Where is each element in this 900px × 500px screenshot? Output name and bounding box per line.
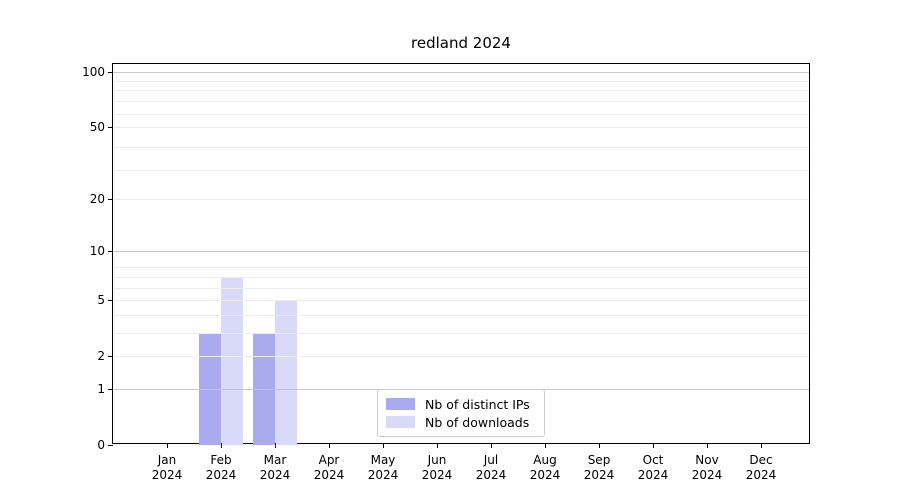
x-tick-mark — [167, 443, 169, 448]
minor-gridline — [113, 101, 809, 103]
minor-gridline — [113, 126, 809, 128]
x-tick-mark — [599, 443, 601, 448]
minor-gridline — [113, 113, 809, 115]
minor-gridline — [113, 356, 809, 358]
minor-gridline — [113, 90, 809, 92]
x-tick-mark — [491, 443, 493, 448]
x-tick-label-jun: Jun 2024 — [421, 453, 453, 482]
minor-gridline — [113, 300, 809, 302]
x-tick-label-feb: Feb 2024 — [205, 453, 237, 482]
major-gridline — [113, 251, 809, 252]
minor-gridline — [113, 198, 809, 200]
y-tick-mark — [108, 126, 113, 129]
x-tick-mark — [707, 443, 709, 448]
legend-item-downloads: Nb of downloads — [386, 413, 536, 431]
bar-feb-distinct-ips — [199, 332, 221, 445]
legend-label-distinct-ips: Nb of distinct IPs — [425, 396, 530, 412]
minor-gridline — [113, 267, 809, 269]
x-tick-mark — [761, 443, 763, 448]
x-tick-mark — [275, 443, 277, 448]
bar-mar-downloads — [275, 300, 297, 445]
minor-gridline — [113, 332, 809, 334]
x-tick-mark — [329, 443, 331, 448]
x-tick-mark — [221, 443, 223, 448]
x-tick-label-apr: Apr 2024 — [313, 453, 345, 482]
x-tick-label-sep: Sep 2024 — [583, 453, 615, 482]
y-tick-mark — [108, 251, 113, 253]
x-tick-label-aug: Aug 2024 — [529, 453, 561, 482]
y-tick-mark — [108, 71, 113, 73]
y-tick-label: 1 — [97, 381, 105, 396]
x-tick-mark — [383, 443, 385, 448]
x-tick-label-jul: Jul 2024 — [475, 453, 507, 482]
y-tick-mark — [108, 445, 113, 447]
x-tick-label-may: May 2024 — [367, 453, 399, 482]
plot-area: 0 1 2 5 10 20 50 100 Jan 2024 Feb 2024 Mar 2024 Apr… — [82, 63, 810, 482]
y-tick-mark — [108, 300, 113, 302]
x-tick-mark — [653, 443, 655, 448]
bar-feb-downloads — [221, 276, 243, 445]
x-tick-label-mar: Mar 2024 — [259, 453, 291, 482]
y-tick-mark — [108, 198, 113, 200]
legend: Nb of distinct IPs Nb of downloads — [377, 389, 545, 437]
y-tick-label: 10 — [89, 244, 105, 258]
minor-gridline — [113, 146, 809, 148]
minor-gridline — [113, 276, 809, 278]
x-tick-label-jan: Jan 2024 — [151, 453, 183, 482]
minor-gridline — [113, 80, 809, 82]
y-tick-label: 2 — [97, 349, 105, 364]
x-tick-label-nov: Nov 2024 — [691, 453, 723, 482]
legend-swatch-distinct-ips — [386, 398, 415, 410]
major-gridline — [113, 71, 809, 73]
y-tick-label: 20 — [89, 191, 105, 206]
minor-gridline — [113, 287, 809, 289]
y-tick-label: 5 — [97, 293, 105, 308]
chart-title: redland 2024 — [411, 34, 511, 52]
minor-gridline — [113, 169, 809, 171]
legend-item-distinct-ips: Nb of distinct IPs — [386, 395, 536, 413]
y-tick-label: 50 — [89, 119, 105, 134]
x-tick-label-dec: Dec 2024 — [745, 453, 777, 482]
x-tick-label-oct: Oct 2024 — [637, 453, 669, 482]
minor-gridline — [113, 314, 809, 316]
legend-swatch-downloads — [386, 416, 415, 428]
y-tick-label: 100 — [82, 64, 105, 79]
y-tick-mark — [108, 388, 113, 391]
y-tick-label: 0 — [97, 438, 105, 452]
x-tick-mark — [545, 443, 547, 448]
y-tick-mark — [108, 356, 113, 358]
legend-label-downloads: Nb of downloads — [425, 414, 530, 430]
x-tick-mark — [437, 443, 439, 448]
bar-mar-distinct-ips — [253, 332, 275, 445]
